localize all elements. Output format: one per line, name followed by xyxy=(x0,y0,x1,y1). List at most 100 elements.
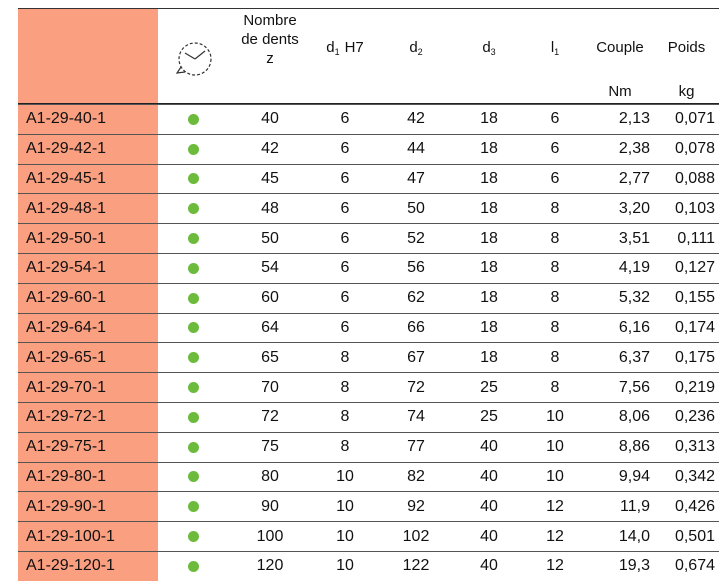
table-row: A1-29-64-1 64 6 66 18 8 6,16 0,174 xyxy=(18,312,719,343)
status-dot xyxy=(187,471,199,483)
cell: 2,77 xyxy=(618,169,650,187)
cell: 18 xyxy=(480,229,498,247)
cell: 8 xyxy=(550,259,560,277)
cell: 90 xyxy=(261,497,279,515)
cell: 74 xyxy=(407,408,425,426)
table-row: A1-29-90-1 90 10 92 40 12 11,9 0,426 xyxy=(18,491,719,522)
cell: 18 xyxy=(480,110,498,128)
cell: A1-29-48-1 xyxy=(18,194,158,224)
cell: 62 xyxy=(407,289,425,307)
status-dot xyxy=(187,173,199,185)
cell: 12 xyxy=(546,557,564,575)
status-dot xyxy=(187,441,199,453)
cell: 54 xyxy=(261,259,279,277)
cell: 10 xyxy=(336,527,354,545)
cell: 48 xyxy=(261,199,279,217)
unit: kg xyxy=(678,83,695,100)
cell: 10 xyxy=(336,467,354,485)
cell: A1-29-65-1 xyxy=(18,343,158,373)
cell: 40 xyxy=(480,438,498,456)
cell: 6 xyxy=(340,199,350,217)
cell: 7,56 xyxy=(618,378,650,396)
cell: A1-29-42-1 xyxy=(18,134,158,164)
header-sub: 2 xyxy=(417,47,423,57)
cell: 18 xyxy=(480,169,498,187)
cell: 64 xyxy=(261,318,279,336)
header-text: de dents xyxy=(241,31,299,48)
cell: 6 xyxy=(340,110,350,128)
cell: 70 xyxy=(261,378,279,396)
cell: 0,426 xyxy=(674,497,715,515)
cell: 2,38 xyxy=(618,140,650,158)
cell: 122 xyxy=(402,557,430,575)
table-row: A1-29-80-1 80 10 82 40 10 9,94 0,342 xyxy=(18,461,719,492)
status-cell xyxy=(158,492,228,521)
table-row: A1-29-100-1 100 10 102 40 12 14,0 0,501 xyxy=(18,521,719,551)
cell: 12 xyxy=(546,497,564,515)
cell: 6 xyxy=(550,140,560,158)
cell: 6 xyxy=(340,229,350,247)
cell: 65 xyxy=(261,348,279,366)
cell: A1-29-70-1 xyxy=(18,373,158,402)
cell: 50 xyxy=(407,199,425,217)
status-cell xyxy=(158,224,228,253)
status-dot xyxy=(187,233,199,245)
cell: 0,071 xyxy=(674,110,715,128)
cell: 2,13 xyxy=(618,110,650,128)
cell: 44 xyxy=(407,140,425,158)
cell: 5,32 xyxy=(618,289,650,307)
cell: A1-29-75-1 xyxy=(18,432,158,462)
cell: 45 xyxy=(261,169,279,187)
status-dot xyxy=(187,382,199,394)
cell: 3,20 xyxy=(618,199,650,217)
header-text: d xyxy=(482,39,491,56)
header-text: H7 xyxy=(344,39,364,56)
status-dot xyxy=(187,411,199,423)
cell: 82 xyxy=(407,467,425,485)
status-dot xyxy=(187,262,199,274)
cell: 6 xyxy=(340,289,350,307)
cell: 8,06 xyxy=(618,408,650,426)
status-dot xyxy=(187,531,199,543)
cell: 8 xyxy=(340,438,350,456)
cell: 52 xyxy=(407,229,425,247)
cell: 10 xyxy=(336,497,354,515)
cell: 0,501 xyxy=(674,527,715,545)
cell: 0,127 xyxy=(674,259,715,277)
cell: 40 xyxy=(480,497,498,515)
cell: 6,16 xyxy=(618,318,650,336)
cell: 18 xyxy=(480,318,498,336)
status-cell xyxy=(158,314,228,343)
table: Nombre de dents z d1 H7 d2 d3 l1 Couple Nm… xyxy=(18,8,719,581)
status-dot xyxy=(187,352,199,364)
status-dot xyxy=(187,501,199,513)
status-dot xyxy=(187,203,199,215)
table-row: A1-29-48-1 48 6 50 18 8 3,20 0,103 xyxy=(18,193,719,224)
cell: 67 xyxy=(407,348,425,366)
cell: 56 xyxy=(407,259,425,277)
cell: 42 xyxy=(261,140,279,158)
cell: 25 xyxy=(480,408,498,426)
cell: 6 xyxy=(550,169,560,187)
cell: 42 xyxy=(407,110,425,128)
cell: A1-29-90-1 xyxy=(18,492,158,522)
status-dot xyxy=(187,113,199,125)
cell: 10 xyxy=(336,557,354,575)
header-sub: 3 xyxy=(490,47,496,57)
cell: 11,9 xyxy=(620,497,650,515)
cell: A1-29-54-1 xyxy=(18,253,158,283)
cell: 0,236 xyxy=(674,408,715,426)
cell: 72 xyxy=(407,378,425,396)
table-row: A1-29-60-1 60 6 62 18 8 5,32 0,155 xyxy=(18,282,719,313)
status-cell xyxy=(158,552,228,581)
cell: 8 xyxy=(550,378,560,396)
cell: 18 xyxy=(480,199,498,217)
cell: 92 xyxy=(407,497,425,515)
cell: 0,342 xyxy=(674,467,715,485)
cell: 72 xyxy=(261,408,279,426)
cell: 8 xyxy=(340,378,350,396)
cell: 10 xyxy=(546,467,564,485)
header-cell: d1 H7 xyxy=(312,9,378,103)
header-text: Nombre xyxy=(243,12,297,29)
cell: 12 xyxy=(546,527,564,545)
